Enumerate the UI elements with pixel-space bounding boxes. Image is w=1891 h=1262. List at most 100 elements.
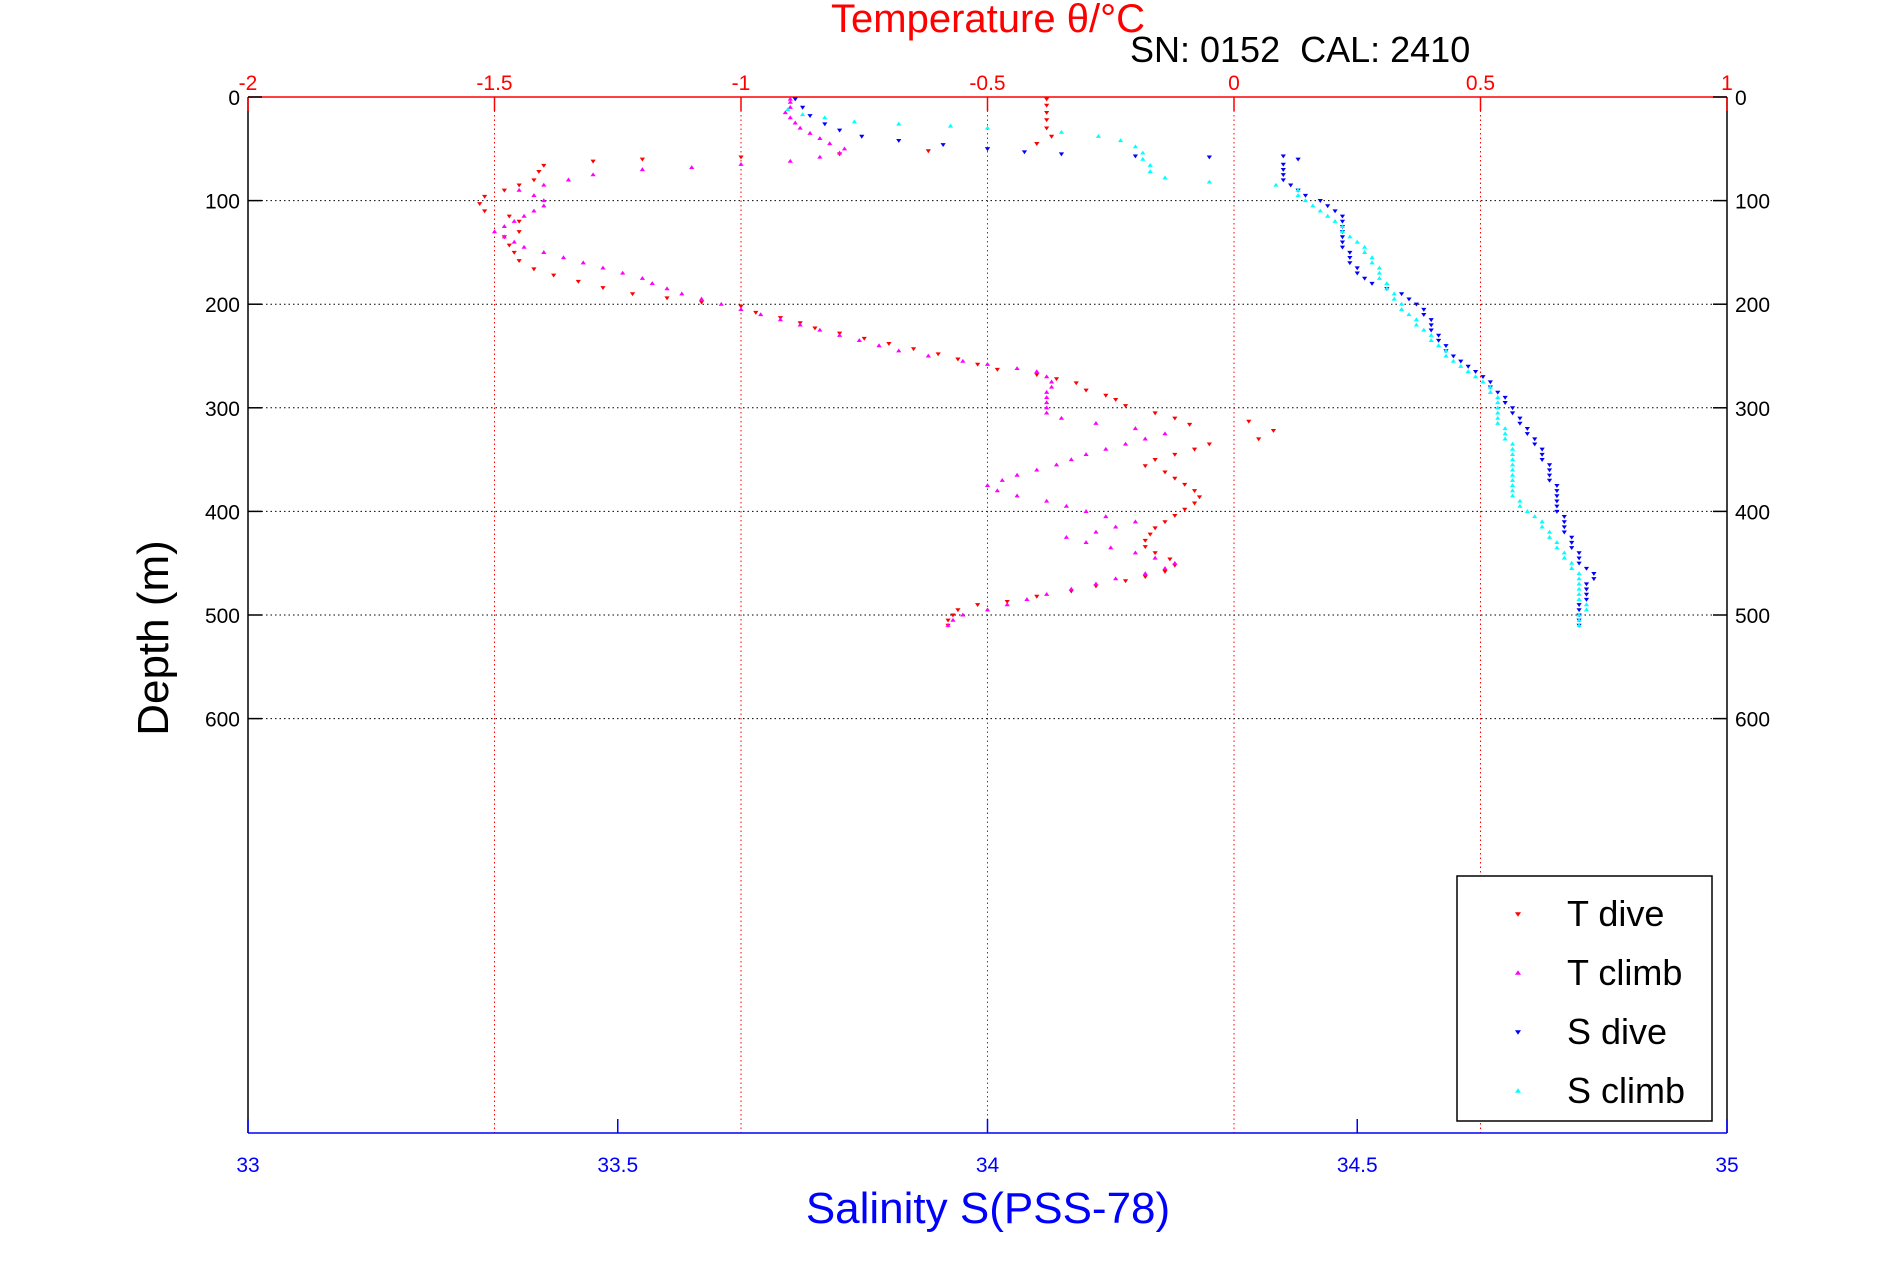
depth-tick-label: 600 (1735, 709, 1770, 732)
s-dive-point (1502, 395, 1508, 400)
t-dive-point (1113, 397, 1119, 402)
t-climb-point (950, 617, 956, 622)
t-climb-point (841, 146, 848, 151)
s-dive-point (1583, 587, 1590, 592)
t-climb-point (1132, 550, 1138, 555)
t-climb-point (797, 125, 803, 130)
t-dive-point (1152, 551, 1158, 556)
s-dive-point (859, 134, 865, 139)
s-climb-point (1332, 218, 1338, 223)
t-climb-point (787, 99, 793, 104)
s-climb-point (1561, 550, 1567, 555)
temperature-tick-label: -0.5 (969, 72, 1005, 95)
s-climb-point (1509, 493, 1516, 498)
s-climb-point (1295, 187, 1301, 192)
s-dive-point (1465, 364, 1471, 369)
s-climb-point (1140, 156, 1146, 161)
t-dive-point (1182, 482, 1188, 487)
s-dive-point (1509, 411, 1516, 416)
t-dive-point (531, 178, 537, 183)
t-dive-point (1048, 134, 1055, 139)
t-climb-point (541, 250, 547, 254)
t-dive-point (812, 326, 818, 331)
t-dive-point (753, 310, 759, 315)
t-climb-point (984, 483, 991, 488)
s-dive-point (1428, 328, 1434, 333)
s-dive-point (1554, 483, 1560, 488)
s-dive-point (1339, 235, 1346, 240)
s-dive-point (1421, 313, 1427, 317)
s-climb-point (1339, 229, 1346, 234)
s-dive-point (1517, 416, 1523, 421)
depth-tick-label: 400 (205, 501, 240, 524)
t-climb-point (1068, 586, 1074, 591)
s-climb-point (1495, 410, 1501, 415)
t-climb-point (1113, 576, 1119, 581)
t-dive-point (975, 603, 981, 607)
s-climb-point (1376, 270, 1383, 275)
s-climb-point (1576, 612, 1582, 617)
t-dive-point (1103, 393, 1109, 398)
s-climb-point (1583, 607, 1590, 612)
t-climb-point (1014, 493, 1020, 498)
s-dive-point (1325, 204, 1331, 209)
s-dive-point (1539, 447, 1545, 452)
t-climb-point (856, 338, 862, 343)
t-dive-point (551, 273, 557, 278)
s-climb-point (1058, 129, 1065, 134)
t-climb-point (1024, 597, 1030, 602)
s-dive-point (1339, 214, 1346, 219)
t-dive-point (1044, 118, 1050, 123)
t-dive-point (1172, 513, 1178, 518)
legend-label-t-dive: T dive (1567, 893, 1664, 934)
t-climb-point (1122, 441, 1129, 446)
t-dive-point (1172, 452, 1178, 457)
s-dive-point (1546, 473, 1553, 478)
salinity-tick-label: 34 (976, 1154, 1000, 1177)
s-climb-point (1509, 457, 1516, 462)
s-climb-point (1325, 213, 1331, 218)
temperature-tick-label: 0.5 (1466, 72, 1495, 95)
s-dive-point (1280, 173, 1286, 178)
t-climb-point (817, 327, 823, 332)
s-climb-point (1399, 307, 1405, 311)
t-climb-point (960, 612, 966, 617)
t-climb-point (511, 239, 517, 244)
t-dive-point (955, 608, 961, 613)
temperature-tick-label: -1.5 (476, 72, 512, 95)
legend-marker-s-dive (1515, 1030, 1521, 1035)
t-dive-point (1172, 416, 1178, 421)
salinity-tick-label: 33 (236, 1154, 259, 1177)
t-climb-point (664, 286, 670, 291)
t-climb-point (541, 182, 547, 187)
s-dive-point (1554, 494, 1560, 499)
t-climb-point (738, 307, 744, 311)
s-climb-point (1502, 431, 1508, 436)
s-dive-point (1288, 183, 1294, 188)
t-climb-point (580, 260, 586, 265)
s-dive-point (1546, 468, 1553, 473)
s-climb-point (1310, 203, 1316, 208)
t-climb-point (876, 343, 882, 348)
legend-label-t-climb: T climb (1567, 952, 1682, 993)
t-climb-point (1132, 426, 1138, 431)
s-dive-point (1428, 323, 1434, 328)
legend: T dive T climb S dive S climb (1456, 875, 1713, 1122)
t-dive-point (1152, 411, 1158, 416)
t-dive-point (955, 357, 961, 362)
s-climb-point (1384, 286, 1390, 291)
s-dive-point (1532, 442, 1538, 447)
s-climb-point (1147, 163, 1153, 167)
chart-title: Temperature θ/°C (831, 0, 1145, 41)
s-climb-point (1295, 193, 1301, 197)
s-climb-point (1509, 488, 1516, 493)
depth-tick-label: 0 (228, 87, 240, 110)
t-climb-point (649, 281, 655, 286)
t-climb-point (738, 162, 744, 166)
t-dive-point (738, 304, 744, 309)
s-dive-point (1561, 515, 1567, 519)
s-dive-point (1472, 369, 1479, 374)
depth-tick-label: 0 (1735, 87, 1747, 110)
s-dive-point (1480, 375, 1486, 380)
